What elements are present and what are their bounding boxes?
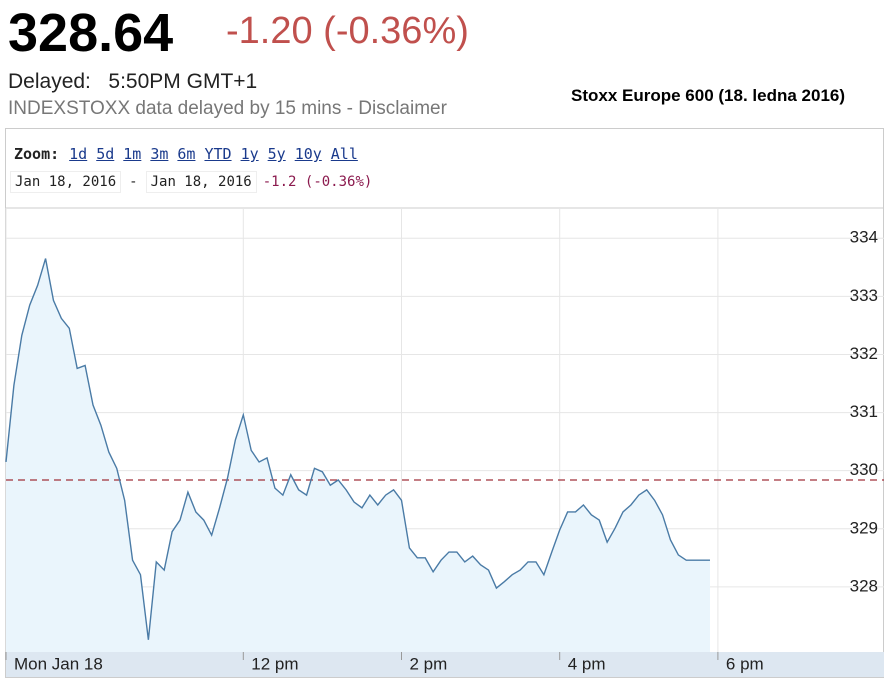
delayed-time: 5:50PM GMT+1 [108,70,258,93]
zoom-option[interactable]: 6m [177,145,196,163]
zoom-bar: Zoom: 1d 5d 1m 3m 6m YTD 1y 5y 10y All [14,145,367,163]
price: 328.64 [8,3,174,63]
price-line [5,258,710,640]
disclaimer: INDEXSTOXX data delayed by 15 mins - Dis… [8,98,447,119]
y-tick-label: 331 [850,402,878,421]
y-tick-label: 329 [850,518,878,537]
y-tick-label: 330 [850,460,878,479]
zoom-option[interactable]: 5d [96,145,115,163]
x-tick-label: 6 pm [726,654,764,673]
zoom-label: Zoom: [14,145,60,163]
caption: Stoxx Europe 600 (18. ledna 2016) [571,86,846,105]
y-tick-label: 328 [850,576,878,595]
date-from[interactable]: Jan 18, 2016 [10,171,122,193]
x-axis-bar [6,652,884,677]
x-tick-label: Mon Jan 18 [14,654,103,673]
y-tick-label: 334 [850,228,878,247]
y-tick-label: 332 [850,344,878,363]
y-tick-label: 333 [850,286,878,305]
delayed-info: Delayed: 5:50PM GMT+1 [8,70,257,94]
delayed-label: Delayed: [8,70,91,93]
zoom-option[interactable]: YTD [204,145,232,163]
zoom-option[interactable]: 1d [69,145,88,163]
date-range: Jan 18, 2016- Jan 18, 2016 -1.2 (-0.36%) [10,171,373,193]
date-to[interactable]: Jan 18, 2016 [145,171,257,193]
separator: - [129,174,138,190]
x-tick-label: 12 pm [251,654,298,673]
zoom-option[interactable]: 3m [150,145,169,163]
x-tick-label: 4 pm [568,654,606,673]
zoom-option[interactable]: 5y [267,145,286,163]
zoom-option[interactable]: 10y [294,145,322,163]
area-fill [6,258,710,652]
x-tick-label: 2 pm [409,654,447,673]
zoom-option[interactable]: All [330,145,358,163]
range-change: -1.2 (-0.36%) [262,174,373,190]
zoom-option[interactable]: 1m [123,145,142,163]
price-change: -1.20 (-0.36%) [226,10,469,52]
zoom-option[interactable]: 1y [240,145,259,163]
